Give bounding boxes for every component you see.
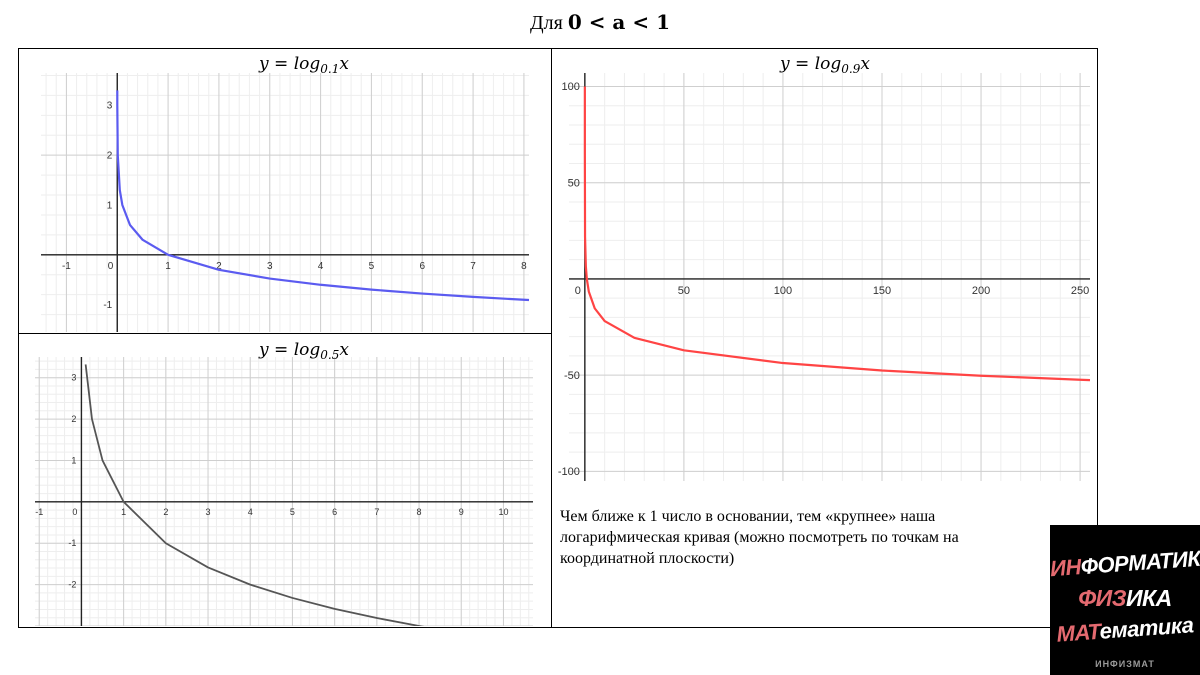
title-prefix: Для bbox=[530, 12, 568, 34]
x-tick-label: 2 bbox=[163, 507, 168, 517]
y-tick-label: -1 bbox=[103, 300, 112, 311]
left-panel-divider bbox=[18, 333, 552, 334]
logo-line-informatika: ИНФОРМАТИКА bbox=[1049, 544, 1200, 582]
chart-log-0-5: -1 0 1 2 3 4 5 6 7 8 9 10 -2 -1 1 2 3 y = log0.5x bbox=[35, 340, 533, 626]
x-tick-label: 4 bbox=[318, 261, 324, 272]
logo-line-fizika: ФИЗИКА bbox=[1078, 585, 1172, 611]
y-tick-label: 50 bbox=[568, 177, 580, 189]
x-tick-label: 6 bbox=[332, 507, 337, 517]
x-tick-label: 3 bbox=[267, 261, 273, 272]
x-tick-label: 0 bbox=[72, 507, 77, 517]
x-tick-label: 1 bbox=[121, 507, 126, 517]
x-tick-label: 0 bbox=[108, 261, 114, 272]
y-tick-label: 3 bbox=[71, 373, 76, 383]
plot-area: -1 0 1 2 3 4 5 6 7 8 9 10 -2 -1 1 2 3 bbox=[35, 357, 533, 626]
x-tick-label: 6 bbox=[419, 261, 425, 272]
x-tick-label: 2 bbox=[216, 261, 222, 272]
title-condition: 0 < a < 1 bbox=[567, 10, 670, 34]
y-tick-label: 2 bbox=[71, 414, 76, 424]
series-line bbox=[84, 364, 425, 626]
x-tick-label: 9 bbox=[459, 507, 464, 517]
chart-title: y = log0.5x bbox=[258, 340, 349, 362]
x-tick-label: -1 bbox=[35, 507, 43, 517]
x-tick-label: 8 bbox=[417, 507, 422, 517]
explanation-note: Чем ближе к 1 число в основании, тем «кр… bbox=[560, 508, 959, 567]
x-tick-label: 10 bbox=[498, 507, 508, 517]
x-tick-label: 5 bbox=[369, 261, 375, 272]
x-tick-label: 200 bbox=[972, 285, 990, 297]
chart-log-0-1: -1 0 1 2 3 4 5 6 7 8 -1 1 2 3 y = log0.1x bbox=[41, 54, 530, 332]
y-tick-label: -100 bbox=[558, 466, 580, 478]
y-tick-label: 1 bbox=[107, 200, 113, 211]
x-tick-label: 100 bbox=[774, 285, 792, 297]
x-tick-label: 50 bbox=[678, 285, 690, 297]
logo-line-matematika: МАТематика bbox=[1055, 612, 1195, 647]
x-tick-label: 250 bbox=[1071, 285, 1089, 297]
x-tick-label: 0 bbox=[575, 285, 581, 297]
chart-title: y = log0.9x bbox=[779, 54, 870, 76]
y-tick-label: -50 bbox=[564, 370, 580, 382]
x-tick-label: 3 bbox=[206, 507, 211, 517]
chart-title: y = log0.1x bbox=[258, 54, 349, 76]
series-line bbox=[116, 90, 530, 302]
right-panel-frame bbox=[551, 48, 1098, 628]
y-tick-label: -2 bbox=[68, 580, 76, 590]
y-tick-label: 1 bbox=[71, 455, 76, 465]
x-tick-label: 4 bbox=[248, 507, 253, 517]
x-tick-label: 150 bbox=[873, 285, 891, 297]
page-title: Для 0 < a < 1 bbox=[0, 10, 1200, 35]
infizmat-logo: ИНФОРМАТИКА ФИЗИКА МАТематика ИНФИЗМАТ bbox=[1049, 525, 1200, 675]
x-tick-label: -1 bbox=[62, 261, 71, 272]
plot-area: 0 50 100 150 200 250 -100 -50 50 100 bbox=[558, 73, 1091, 481]
x-tick-label: 1 bbox=[165, 261, 171, 272]
plot-area: -1 0 1 2 3 4 5 6 7 8 -1 1 2 3 bbox=[41, 73, 530, 332]
x-tick-label: 8 bbox=[521, 261, 527, 272]
x-tick-label: 7 bbox=[374, 507, 379, 517]
series-line bbox=[583, 86, 1091, 382]
x-tick-label: 5 bbox=[290, 507, 295, 517]
y-tick-label: -1 bbox=[68, 538, 76, 548]
y-tick-label: 3 bbox=[107, 101, 113, 112]
chart-log-0-9: 0 50 100 150 200 250 -100 -50 50 100 y = log0.9x bbox=[558, 54, 1091, 481]
y-tick-label: 100 bbox=[561, 81, 579, 93]
x-tick-label: 7 bbox=[470, 261, 476, 272]
logo-footer: ИНФИЗМАТ bbox=[1095, 659, 1155, 669]
y-tick-label: 2 bbox=[107, 151, 113, 162]
